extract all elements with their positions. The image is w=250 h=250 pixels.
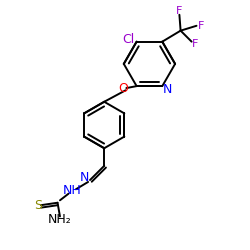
Text: Cl: Cl [122,33,134,46]
Text: F: F [198,21,204,31]
Text: F: F [176,6,182,16]
Text: N: N [80,170,89,183]
Text: S: S [34,199,42,212]
Text: O: O [118,82,128,95]
Text: N: N [163,82,172,96]
Text: F: F [192,39,198,49]
Text: NH₂: NH₂ [48,213,72,226]
Text: NH: NH [63,184,82,197]
